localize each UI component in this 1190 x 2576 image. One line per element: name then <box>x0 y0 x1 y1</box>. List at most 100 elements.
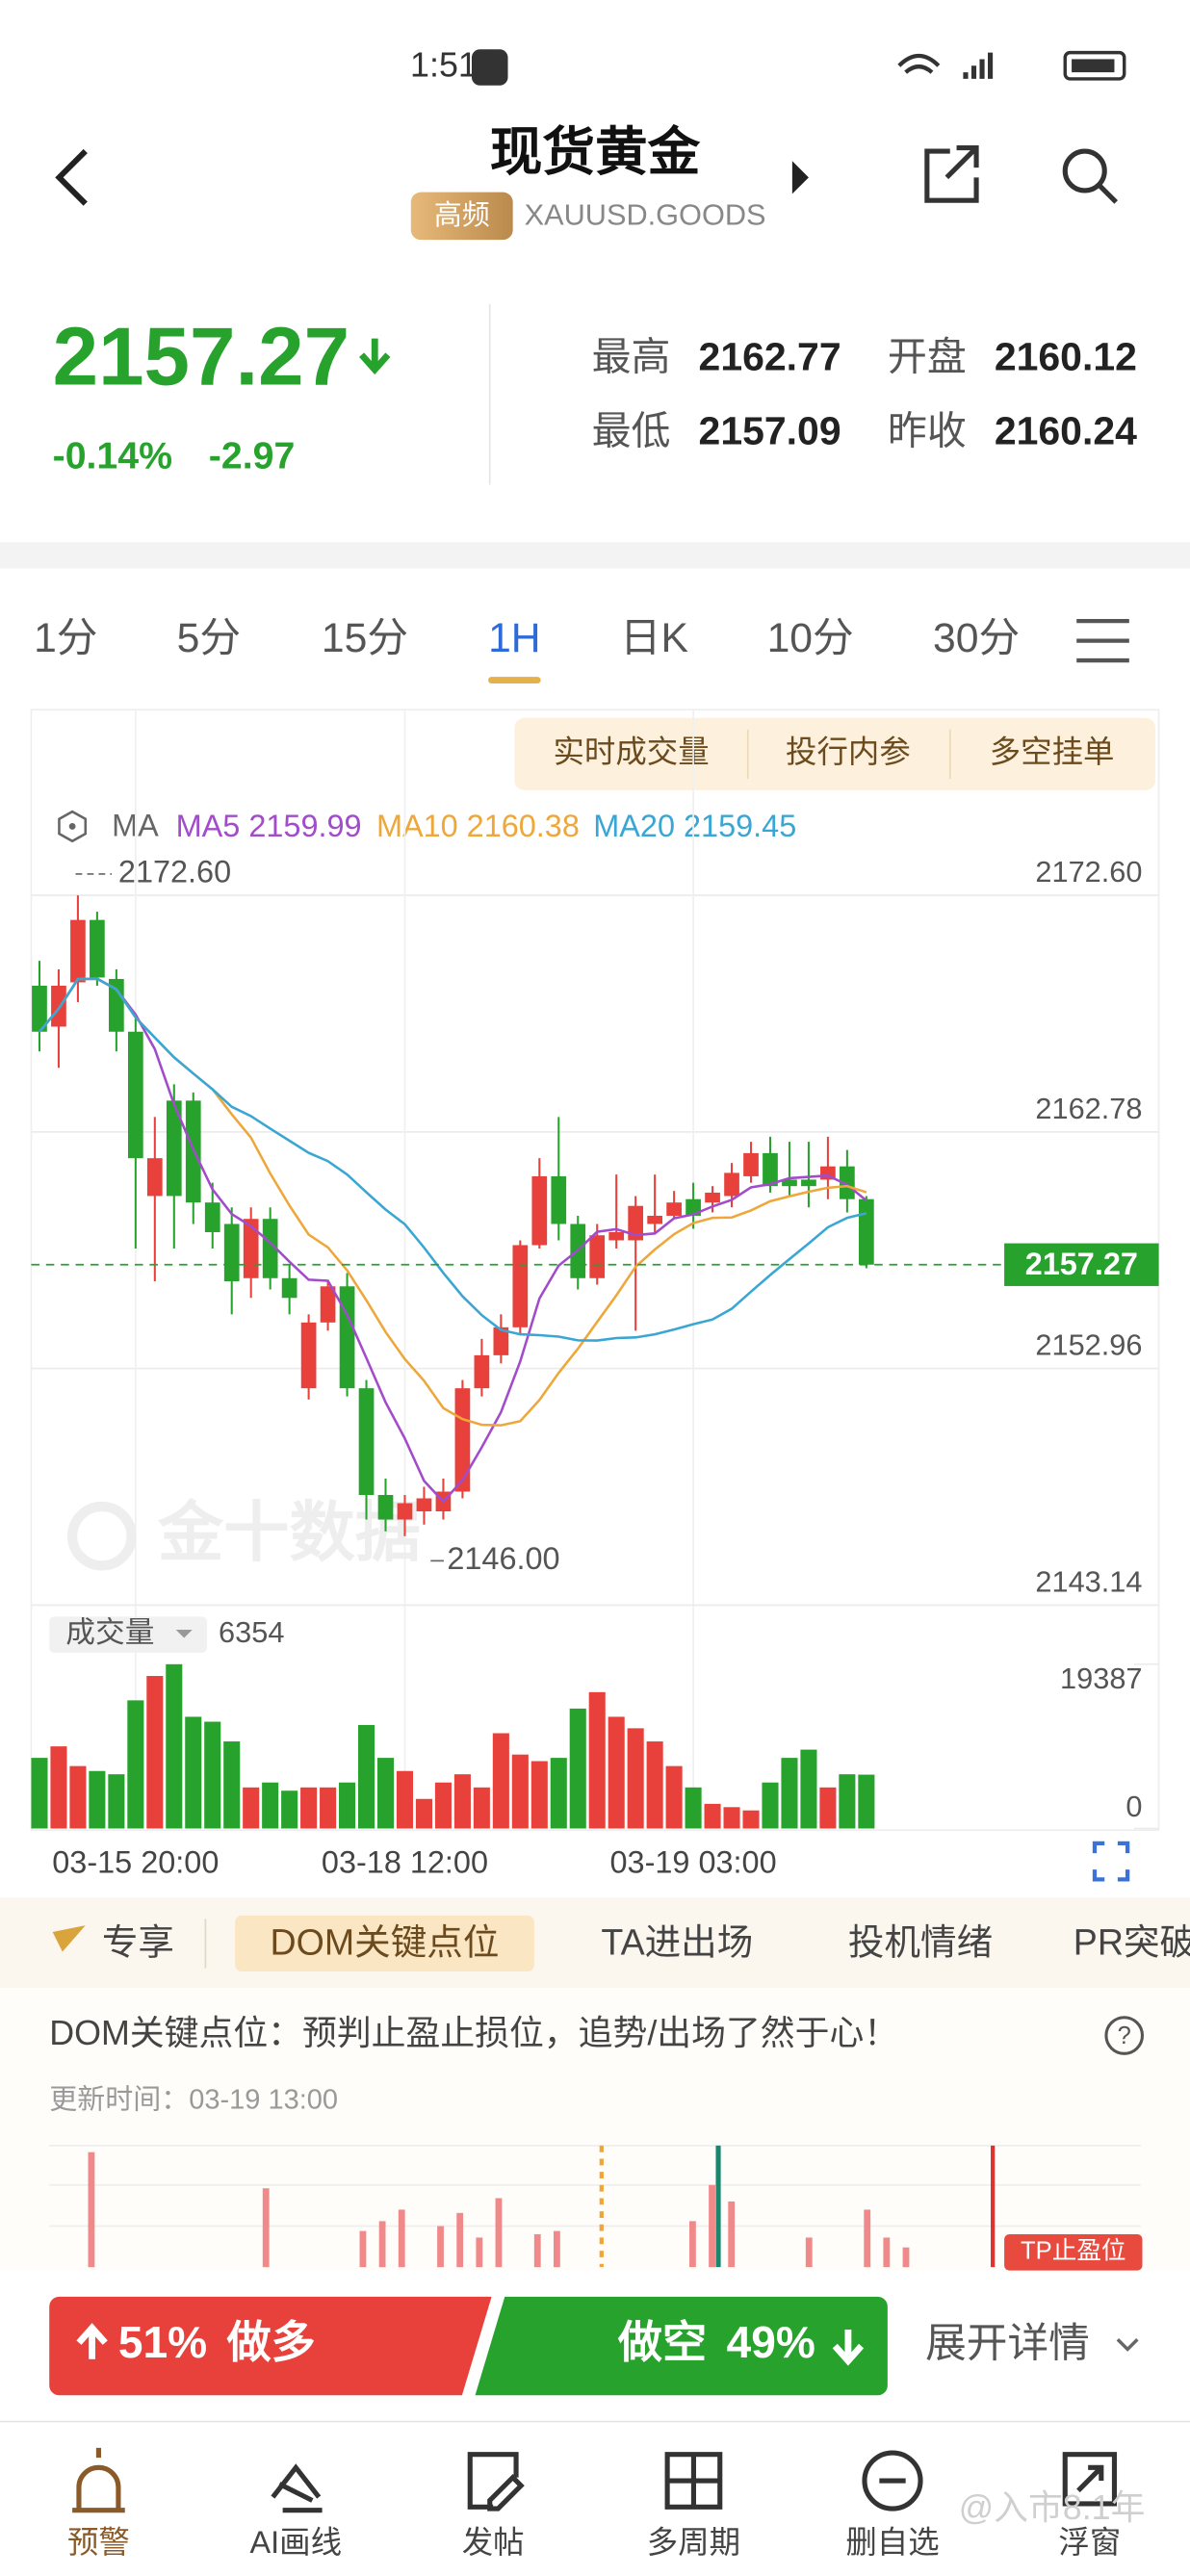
dom-bar <box>262 2188 270 2268</box>
volume-bar <box>281 1790 298 1829</box>
nav-icon[interactable] <box>1062 2452 1118 2507</box>
chart-button[interactable]: 投行内参 <box>786 734 911 769</box>
period-tab[interactable]: 日K <box>620 615 688 661</box>
nav-label[interactable]: 预警 <box>67 2525 130 2560</box>
nav-label[interactable]: AI画线 <box>250 2525 342 2560</box>
chevron <box>1116 2338 1139 2352</box>
nav-icon[interactable] <box>664 2452 723 2510</box>
candle-body <box>840 1166 855 1199</box>
candle-body <box>763 1152 778 1187</box>
section-tab[interactable]: 专享 <box>102 1922 174 1963</box>
menu-button[interactable] <box>1076 618 1129 663</box>
nav-label[interactable]: 发帖 <box>462 2525 525 2560</box>
volume-bar <box>473 1787 490 1829</box>
expand-details[interactable]: 展开详情 <box>925 2320 1090 2366</box>
volume-bar <box>800 1749 817 1829</box>
volume-bar <box>492 1733 509 1829</box>
dom-bar <box>709 2184 715 2268</box>
active-section-tab <box>235 1915 534 1971</box>
nav-icon[interactable] <box>862 2450 923 2512</box>
candle-body <box>127 1031 143 1159</box>
period-tab[interactable]: 30分 <box>933 615 1020 661</box>
period-tab[interactable]: 1分 <box>34 615 97 661</box>
ma-name: MA20 <box>593 809 675 843</box>
app-icon <box>471 49 508 86</box>
section-tab[interactable]: 投机情绪 <box>848 1922 993 1963</box>
period-tab[interactable]: 10分 <box>767 615 854 661</box>
candle-body <box>223 1224 240 1282</box>
volume-bar <box>69 1765 87 1829</box>
period-tab[interactable]: 5分 <box>177 615 241 661</box>
nav-icon[interactable] <box>72 2447 125 2513</box>
candle-body <box>70 919 86 983</box>
volume-bar <box>511 1754 529 1829</box>
volume-bar <box>376 1758 395 1829</box>
volume-bar <box>781 1758 798 1829</box>
nav-label[interactable]: 浮窗 <box>1058 2525 1121 2560</box>
long-bar <box>49 2296 492 2396</box>
search-button[interactable] <box>1062 148 1107 193</box>
ma-legend: MA5 2159.99 <box>176 809 362 843</box>
volume-chip[interactable] <box>49 1616 208 1653</box>
dom-bar <box>359 2230 367 2268</box>
period-tab[interactable]: 1H <box>488 615 541 661</box>
dom-bar <box>902 2247 910 2268</box>
section-tab-bar <box>0 1897 1190 1989</box>
candle-body <box>397 1503 413 1520</box>
stat-label: 最高 <box>592 335 671 379</box>
nav-label[interactable]: 删自选 <box>845 2525 939 2560</box>
candle-body <box>204 1202 220 1232</box>
chart-button[interactable]: 多空挂单 <box>990 734 1115 769</box>
section-tab[interactable]: TA进出场 <box>601 1922 753 1963</box>
short-bar <box>475 2296 888 2396</box>
candle-body <box>782 1179 797 1187</box>
long-pct: 51% <box>118 2317 207 2367</box>
stat-value: 2157.09 <box>699 408 841 452</box>
candle-body <box>262 1219 278 1278</box>
volume-bar <box>31 1758 48 1829</box>
period-tab[interactable]: 15分 <box>322 615 408 661</box>
share-button[interactable] <box>924 145 979 203</box>
volume-bar <box>646 1741 663 1829</box>
volume-bar <box>762 1782 779 1829</box>
volume-bar <box>146 1676 164 1829</box>
section-tab[interactable]: DOM关键点位 <box>271 1922 500 1963</box>
tab-underline <box>488 677 541 683</box>
back-button[interactable] <box>55 148 88 206</box>
chart-button[interactable]: 实时成交量 <box>553 734 709 769</box>
stat-label: 最低 <box>592 408 671 452</box>
last-price: 2157.27 <box>53 312 350 403</box>
candle-body <box>146 1158 163 1197</box>
nav-label[interactable]: 多周期 <box>647 2525 740 2560</box>
ma-settings-icon[interactable] <box>58 810 88 843</box>
search-handle <box>1098 184 1118 204</box>
signal-icon <box>963 52 994 79</box>
stat-value: 2162.77 <box>699 335 841 379</box>
dropdown-arrow[interactable] <box>791 161 809 194</box>
volume-bar <box>453 1774 471 1829</box>
dom-bar <box>883 2237 891 2268</box>
fullscreen-button[interactable] <box>1092 1841 1130 1882</box>
nav-icon[interactable] <box>271 2463 323 2513</box>
volume-bar <box>396 1770 414 1829</box>
candle-body <box>243 1219 259 1278</box>
dom-bar <box>553 2230 560 2268</box>
change-value: -2.97 <box>209 435 295 477</box>
nav-icon[interactable] <box>467 2452 525 2512</box>
long-text: 做多 <box>226 2317 316 2367</box>
volume-bar <box>588 1691 606 1829</box>
volume-bar <box>608 1716 625 1829</box>
candle-body <box>358 1388 375 1496</box>
volume-bar <box>742 1810 760 1829</box>
volume-bar <box>357 1724 375 1829</box>
help-button[interactable] <box>1104 2016 1145 2055</box>
down-arrow <box>832 2330 865 2366</box>
dom-bar <box>456 2212 464 2268</box>
dom-bar <box>378 2221 386 2268</box>
section-tab[interactable]: PR突破 <box>1074 1922 1190 1963</box>
y-tick-label: 2152.96 <box>1035 1328 1142 1362</box>
watermark-text: @入市8.1年 <box>959 2488 1146 2527</box>
volume-label[interactable]: 成交量 <box>65 1615 154 1649</box>
candle-body <box>32 985 47 1032</box>
